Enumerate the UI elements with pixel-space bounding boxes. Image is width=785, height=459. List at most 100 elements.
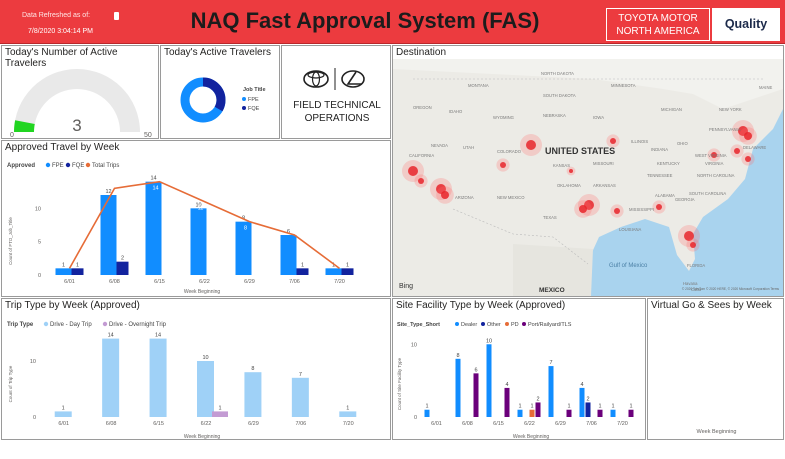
legend-total-swatch <box>85 162 91 168</box>
map-hotspot[interactable] <box>656 204 662 210</box>
site-facility-card[interactable]: Site Facility Type by Week (Approved) Si… <box>392 298 646 440</box>
map-state-label: MONTANA <box>468 83 489 88</box>
bar-fpe[interactable] <box>280 235 297 275</box>
bar-data-label: 2 <box>586 396 589 402</box>
legend-fpe-label[interactable]: FPE <box>248 97 259 103</box>
map-copyright[interactable]: © 2020 TomTom © 2020 HERE, © 2020 Micros… <box>682 287 780 291</box>
active-travelers-count-card[interactable]: Today's Number of Active Travelers 3 0 5… <box>1 45 159 139</box>
site-legend-title: Site_Type_Short <box>397 322 440 328</box>
bar-data-label: 1 <box>62 262 65 268</box>
map-hotspot[interactable] <box>690 242 696 248</box>
legend-overnight-label[interactable]: Drive - Overnight Trip <box>109 322 167 328</box>
bar[interactable] <box>529 409 535 417</box>
bar-data-label: 14 <box>108 333 114 339</box>
map-state-label: IOWA <box>593 115 604 120</box>
bar-data-label: 8 <box>456 353 459 359</box>
bar[interactable] <box>548 366 554 417</box>
bar-fpe[interactable] <box>100 195 117 275</box>
legend-fqe-label[interactable]: FQE <box>72 163 84 169</box>
total-trips-line[interactable] <box>68 180 340 269</box>
map-hotspot[interactable] <box>745 156 751 162</box>
bar-data-label: 4 <box>580 382 583 388</box>
trip-type-chart: Trip Type Drive - Day Trip Drive - Overn… <box>7 321 357 440</box>
trip-type-card[interactable]: Trip Type by Week (Approved) Trip Type D… <box>1 298 391 440</box>
bar[interactable] <box>504 387 510 417</box>
legend-day-trip-label[interactable]: Drive - Day Trip <box>50 322 92 328</box>
map-hotspot[interactable] <box>610 138 616 144</box>
bar-fqe[interactable] <box>341 268 354 275</box>
bar[interactable] <box>610 409 616 417</box>
map-hotspot[interactable] <box>569 169 573 173</box>
map-state-label: Havana <box>683 281 698 286</box>
approved-xlabel: Week Beginning <box>184 289 221 295</box>
bar[interactable] <box>149 338 167 417</box>
bar-data-label: 10 <box>195 202 201 208</box>
bar[interactable] <box>102 338 120 417</box>
donut-slice-fqe[interactable] <box>180 77 226 123</box>
bar-fqe[interactable] <box>296 268 309 275</box>
map-state-label: NEW YORK <box>719 107 742 112</box>
virtual-title: Virtual Go & Sees by Week <box>651 300 772 311</box>
bar-data-label: 1 <box>629 404 632 410</box>
y-tick-label: 10 <box>35 206 41 212</box>
virtual-go-sees-card[interactable]: Virtual Go & Sees by Week Week Beginning <box>647 298 784 440</box>
bar-fpe[interactable] <box>235 221 252 275</box>
lexus-emblem-icon <box>341 70 365 88</box>
map-hotspot[interactable] <box>408 166 418 176</box>
bar[interactable] <box>244 372 262 417</box>
legend-port-label[interactable]: Port/Railyard/TLS <box>528 322 572 328</box>
map-hotspot[interactable] <box>526 140 536 150</box>
bar[interactable] <box>197 361 214 417</box>
legend-pd-label[interactable]: PD <box>511 322 519 328</box>
quality-logo: Quality <box>712 8 780 41</box>
legend-total-label[interactable]: Total Trips <box>92 163 119 169</box>
legend-fqe-label[interactable]: FQE <box>248 106 260 112</box>
map-state-label: TENNESSEE <box>647 173 673 178</box>
bar[interactable] <box>517 409 523 417</box>
bar[interactable] <box>291 377 309 417</box>
legend-dealer-label[interactable]: Dealer <box>461 322 477 328</box>
destination-map[interactable]: MONTANA NORTH DAKOTA MINNESOTA SOUTH DAKOTA… <box>393 59 783 296</box>
map-hotspot[interactable] <box>418 178 424 184</box>
destination-map-card[interactable]: Destination MONTANA NORTH DAKOTA MINNESOTA… <box>392 45 784 297</box>
map-hotspot[interactable] <box>684 231 694 241</box>
map-hotspot[interactable] <box>441 191 449 199</box>
x-tick-label: 6/01 <box>64 279 75 285</box>
map-hotspot[interactable] <box>744 132 752 140</box>
bar[interactable] <box>585 402 591 417</box>
bar[interactable] <box>455 358 461 417</box>
bar[interactable] <box>424 409 430 417</box>
map-hotspot[interactable] <box>579 205 587 213</box>
bar-fqe[interactable] <box>116 261 129 275</box>
map-hotspot[interactable] <box>500 162 506 168</box>
map-hotspot[interactable] <box>614 208 620 214</box>
map-hotspot[interactable] <box>711 152 717 158</box>
map-border-south <box>452 208 589 265</box>
bar-fpe[interactable] <box>325 268 342 275</box>
site-title: Site Facility Type by Week (Approved) <box>396 300 566 311</box>
active-travelers-donut-card[interactable]: Today's Active Travelers Job Title FPE F… <box>160 45 280 139</box>
refresh-slider-handle[interactable] <box>114 12 119 20</box>
donut-chart: Job Title FPE FQE <box>180 77 266 123</box>
bar[interactable] <box>597 409 603 417</box>
bar[interactable] <box>54 411 72 417</box>
x-tick-label: 6/15 <box>154 279 165 285</box>
bar[interactable] <box>339 411 357 417</box>
bar[interactable] <box>473 373 479 417</box>
bar-fpe[interactable] <box>55 268 72 275</box>
bar-fpe[interactable] <box>190 208 207 275</box>
bar[interactable] <box>566 409 572 417</box>
bar[interactable] <box>535 402 541 417</box>
legend-fpe-label[interactable]: FPE <box>52 163 64 169</box>
bar-fpe[interactable] <box>145 181 162 275</box>
approved-travel-card[interactable]: Approved Travel by Week Approved FPE FQE… <box>1 140 391 297</box>
bar-fqe[interactable] <box>71 268 84 275</box>
legend-other-label[interactable]: Other <box>487 322 501 328</box>
bar[interactable] <box>628 409 634 417</box>
bar[interactable] <box>579 387 585 417</box>
map-hotspot[interactable] <box>734 148 740 154</box>
map-hotspots[interactable] <box>402 120 757 252</box>
x-tick-label: 6/15 <box>493 421 504 427</box>
bar-overnight[interactable] <box>212 411 228 417</box>
bar[interactable] <box>486 344 492 417</box>
